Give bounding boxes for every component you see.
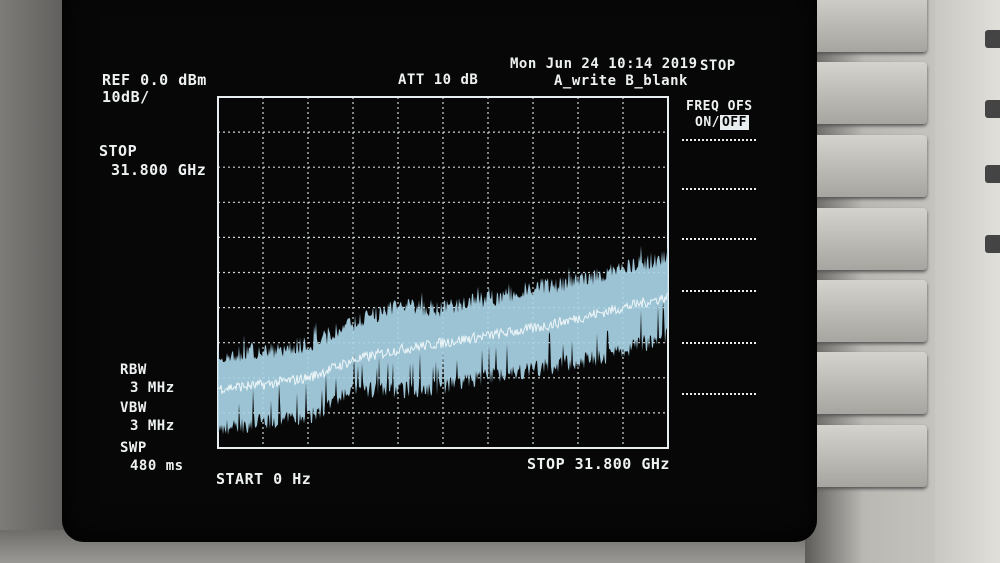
softkey-button-5[interactable] (812, 280, 927, 342)
panel-latch (985, 100, 1000, 118)
softkey-separator (682, 290, 756, 292)
softkey-menu-title: STOP (700, 58, 736, 74)
vbw-value: 3 MHz (130, 418, 175, 434)
start-frequency: START 0 Hz (216, 470, 312, 488)
softkey-separator (682, 238, 756, 240)
softkey-button-3[interactable] (812, 135, 927, 197)
swp-label: SWP (120, 440, 147, 456)
rbw-value: 3 MHz (130, 380, 175, 396)
active-function-value: 31.800 GHz (111, 161, 207, 179)
stop-frequency: STOP 31.800 GHz (527, 455, 670, 473)
softkey-separator (682, 188, 756, 190)
softkey-button-7[interactable] (812, 425, 927, 487)
panel-latch (985, 235, 1000, 253)
softkey-button-6[interactable] (812, 352, 927, 414)
softkey-button-1[interactable] (812, 0, 927, 52)
vbw-label: VBW (120, 400, 147, 416)
trace-modes: A_write B_blank (554, 73, 688, 89)
softkey-separator (682, 393, 756, 395)
side-rail (935, 0, 1000, 563)
swp-value: 480 ms (130, 458, 184, 474)
panel-latch (985, 30, 1000, 48)
active-function-label: STOP (99, 142, 138, 160)
scale-per-div: 10dB/ (102, 88, 150, 106)
panel-latch (985, 165, 1000, 183)
freq-ofs-on: ON/ (695, 115, 720, 130)
softkey-freq-ofs-label[interactable]: FREQ OFS (686, 99, 753, 114)
analyzer-screen (62, 0, 817, 542)
softkey-freq-ofs-toggle[interactable]: ON/OFF (695, 115, 749, 130)
ref-level: REF 0.0 dBm (102, 71, 207, 89)
rbw-label: RBW (120, 362, 147, 378)
datetime: Mon Jun 24 10:14 2019 (510, 56, 698, 72)
attenuation: ATT 10 dB (398, 72, 479, 88)
trace-a-noise-band (218, 245, 668, 435)
softkey-separator (682, 139, 756, 141)
softkey-button-4[interactable] (812, 208, 927, 270)
freq-ofs-off-selected: OFF (719, 115, 749, 130)
softkey-button-2[interactable] (812, 62, 927, 124)
trace-mean-line (217, 292, 669, 395)
softkey-separator (682, 342, 756, 344)
